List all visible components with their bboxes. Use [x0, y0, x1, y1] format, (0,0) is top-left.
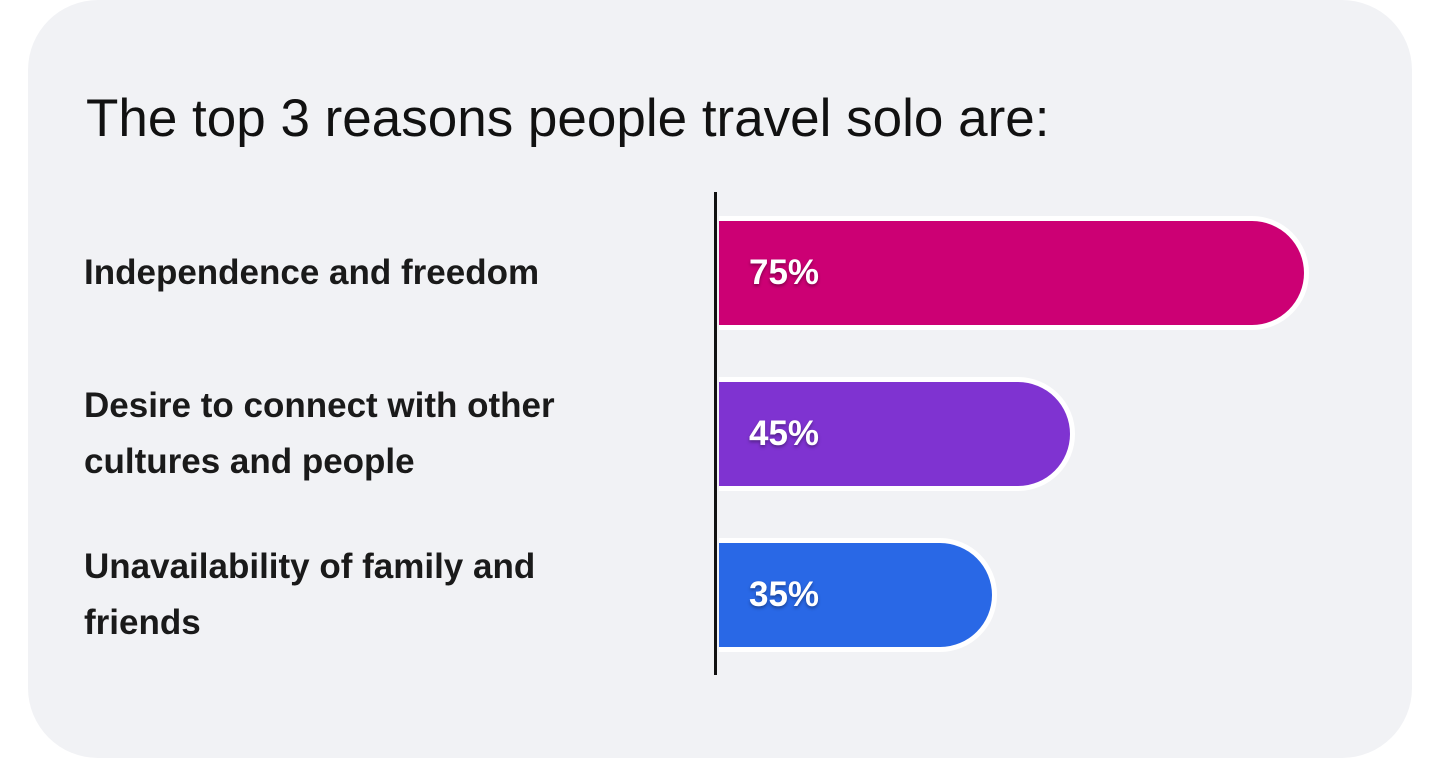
axis-line [714, 192, 717, 675]
category-label: Independence and freedom [84, 253, 540, 292]
data-label: 35% [749, 575, 820, 614]
category-label: Unavailability of family and friends [84, 547, 536, 642]
bar: 35% [719, 538, 997, 652]
data-label: 45% [749, 414, 820, 453]
chart-title: The top 3 reasons people travel solo are… [86, 89, 1050, 148]
category-label: Desire to connect with other cultures an… [84, 386, 555, 481]
bar: 45% [719, 377, 1075, 491]
bar: 75% [719, 216, 1309, 330]
data-label: 75% [749, 253, 820, 292]
